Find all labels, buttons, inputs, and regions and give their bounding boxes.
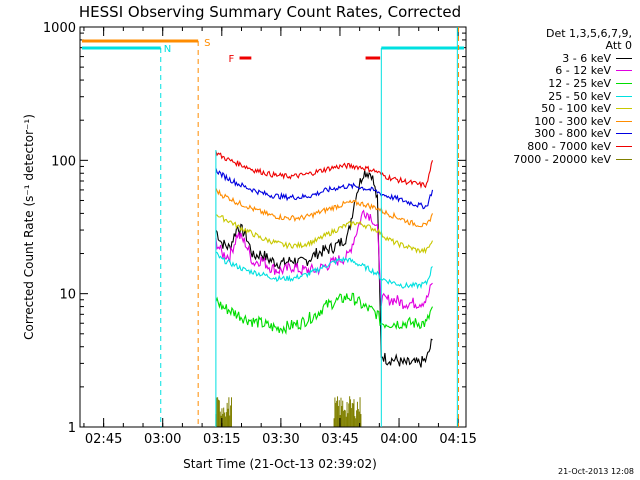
- series-group: [215, 150, 434, 427]
- legend-label: 7000 - 20000 keV: [513, 152, 611, 166]
- chart-title: HESSI Observing Summary Count Rates, Cor…: [79, 3, 461, 21]
- legend-label: 12 - 25 keV: [548, 76, 611, 90]
- legend-row: 7000 - 20000 keV: [478, 153, 632, 166]
- x-tick-label: 03:45: [321, 432, 358, 447]
- annotations-group: S N F: [82, 27, 464, 427]
- legend-row: 300 - 800 keV: [478, 127, 632, 141]
- legend-row: 100 - 300 keV: [478, 115, 632, 128]
- legend-rows: 3 - 6 keV 6 - 12 keV 12 - 25 keV 25 - 50 ke…: [478, 52, 632, 166]
- legend-label: 50 - 100 keV: [541, 102, 611, 116]
- legend-label: 25 - 50 keV: [548, 89, 611, 103]
- x-tick-label: 03:15: [203, 432, 240, 447]
- series-12-25-kev: [215, 292, 433, 336]
- legend-title: Det 1,3,5,6,7,9,: [545, 27, 632, 40]
- series-800-7000-kev: [215, 150, 434, 189]
- series-25-50-kev: [215, 251, 433, 290]
- legend-swatch: [616, 70, 632, 72]
- x-tick-label: 04:00: [380, 432, 417, 447]
- x-tick-label: 02:45: [85, 432, 122, 447]
- timestamp: 21-Oct-2013 12:08: [558, 467, 634, 476]
- x-axis-ticks: 02:45 03:00 03:15 03:30 03:45 04:00 04:15: [83, 27, 477, 447]
- legend-label: 300 - 800 keV: [534, 127, 611, 141]
- y-tick-label: 1000: [43, 21, 76, 36]
- legend-swatch: [616, 82, 632, 84]
- annotation-label-s: S: [204, 38, 210, 49]
- annotation-label-n: N: [164, 44, 171, 55]
- series-300-800-kev: [215, 167, 434, 210]
- y-tick-label: 1: [68, 421, 76, 436]
- y-tick-label: 10: [59, 288, 76, 303]
- legend: Det 1,3,5,6,7,9, Att 0 3 - 6 keV 6 - 12 k…: [478, 27, 632, 166]
- annotation-label-f: F: [228, 54, 234, 65]
- legend-row: 6 - 12 keV: [478, 64, 632, 78]
- series-100-300-kev: [215, 187, 434, 228]
- series-50-100-kev: [215, 214, 434, 255]
- legend-swatch: [616, 145, 632, 147]
- legend-row: 3 - 6 keV: [478, 52, 632, 65]
- legend-swatch: [616, 108, 632, 110]
- x-tick-label: 04:15: [439, 432, 476, 447]
- legend-label: 100 - 300 keV: [534, 114, 611, 128]
- legend-row: 800 - 7000 keV: [478, 140, 632, 153]
- legend-label: 3 - 6 keV: [562, 51, 611, 65]
- y-tick-label: 100: [51, 154, 76, 169]
- legend-subtitle: Att 0: [605, 39, 632, 52]
- legend-row: 25 - 50 keV: [478, 90, 632, 103]
- legend-label: 800 - 7000 keV: [527, 139, 611, 153]
- series-6-12-kev: [215, 209, 433, 310]
- legend-swatch: [616, 95, 632, 97]
- plot-frame: [79, 26, 467, 428]
- legend-swatch: [616, 57, 632, 59]
- x-tick-label: 03:30: [262, 432, 299, 447]
- legend-swatch: [616, 158, 632, 160]
- x-axis-label: Start Time (21-Oct-13 02:39:02): [183, 457, 377, 471]
- legend-label: 6 - 12 keV: [555, 64, 611, 78]
- legend-swatch: [616, 133, 632, 135]
- legend-row: 12 - 25 keV: [478, 77, 632, 90]
- y-axis-label: Corrected Count Rate (s⁻¹ detector⁻¹): [22, 114, 36, 340]
- legend-row: 50 - 100 keV: [478, 102, 632, 115]
- plot-area: [79, 26, 467, 428]
- legend-swatch: [616, 120, 632, 122]
- series-3-6-kev: [215, 170, 433, 368]
- x-tick-label: 03:00: [144, 432, 181, 447]
